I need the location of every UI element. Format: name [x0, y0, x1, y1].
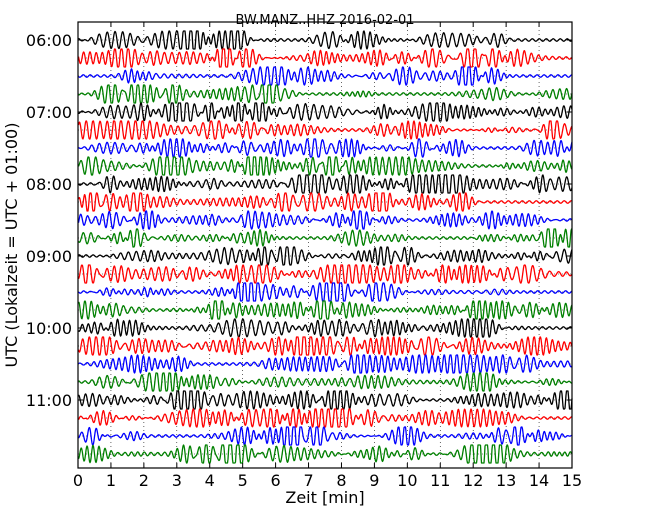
seismic-trace — [78, 354, 573, 374]
seismic-trace — [78, 66, 573, 86]
traces — [77, 30, 573, 464]
x-tick-label: 2 — [139, 471, 149, 490]
seismic-trace — [77, 408, 573, 428]
x-tick-label: 15 — [562, 471, 582, 490]
x-tick-label: 13 — [496, 471, 516, 490]
seismic-trace — [77, 336, 573, 356]
seismic-trace — [78, 102, 573, 122]
x-tick-label: 4 — [205, 471, 215, 490]
x-tick-label: 12 — [463, 471, 483, 490]
chart-title: BW.MANZ..HHZ 2016-02-01 — [235, 13, 414, 28]
seismic-trace — [77, 156, 573, 176]
seismic-trace — [78, 174, 573, 194]
seismic-trace — [77, 210, 573, 230]
seismic-trace — [77, 192, 573, 212]
x-tick-label: 3 — [172, 471, 182, 490]
plot-frame — [77, 21, 573, 469]
seismic-trace — [78, 426, 573, 446]
y-tick-label: 06:00 — [26, 31, 72, 50]
seismic-trace — [78, 246, 573, 266]
seismic-trace — [77, 444, 573, 464]
seismic-trace — [78, 300, 573, 320]
x-axis-label: Zeit [min] — [285, 488, 364, 507]
seismic-trace — [77, 48, 573, 68]
seismic-trace — [77, 264, 573, 284]
x-axis: 0 1 2 3 4 5 6 7 8 9 10 11 12 13 14 15 — [73, 22, 582, 490]
x-tick-label: 1 — [106, 471, 116, 490]
seismic-trace — [78, 138, 573, 158]
y-tick-label: 07:00 — [26, 103, 72, 122]
y-tick-label: 08:00 — [26, 175, 72, 194]
seismic-trace — [78, 372, 573, 392]
x-tick-label: 14 — [529, 471, 549, 490]
seismic-trace — [77, 228, 573, 248]
y-tick-label: 11:00 — [26, 391, 72, 410]
seismic-trace — [77, 318, 573, 338]
seismic-trace — [78, 282, 573, 302]
x-tick-label: 10 — [397, 471, 417, 490]
y-axis-label: UTC (Lokalzeit = UTC + 01:00) — [2, 123, 21, 368]
seismic-trace — [77, 120, 573, 140]
x-tick-label: 8 — [336, 471, 346, 490]
x-tick-label: 0 — [73, 471, 83, 490]
seismic-trace — [78, 30, 573, 50]
seismic-trace — [78, 84, 573, 104]
x-tick-label: 6 — [271, 471, 281, 490]
x-tick-label: 7 — [303, 471, 313, 490]
y-tick-label: 10:00 — [26, 319, 72, 338]
y-axis: 06:00 07:00 08:00 09:00 10:00 11:00 — [26, 31, 572, 410]
x-tick-label: 11 — [430, 471, 450, 490]
seismic-trace — [78, 390, 573, 410]
x-tick-label: 5 — [238, 471, 248, 490]
x-tick-label: 9 — [369, 471, 379, 490]
y-tick-label: 09:00 — [26, 247, 72, 266]
